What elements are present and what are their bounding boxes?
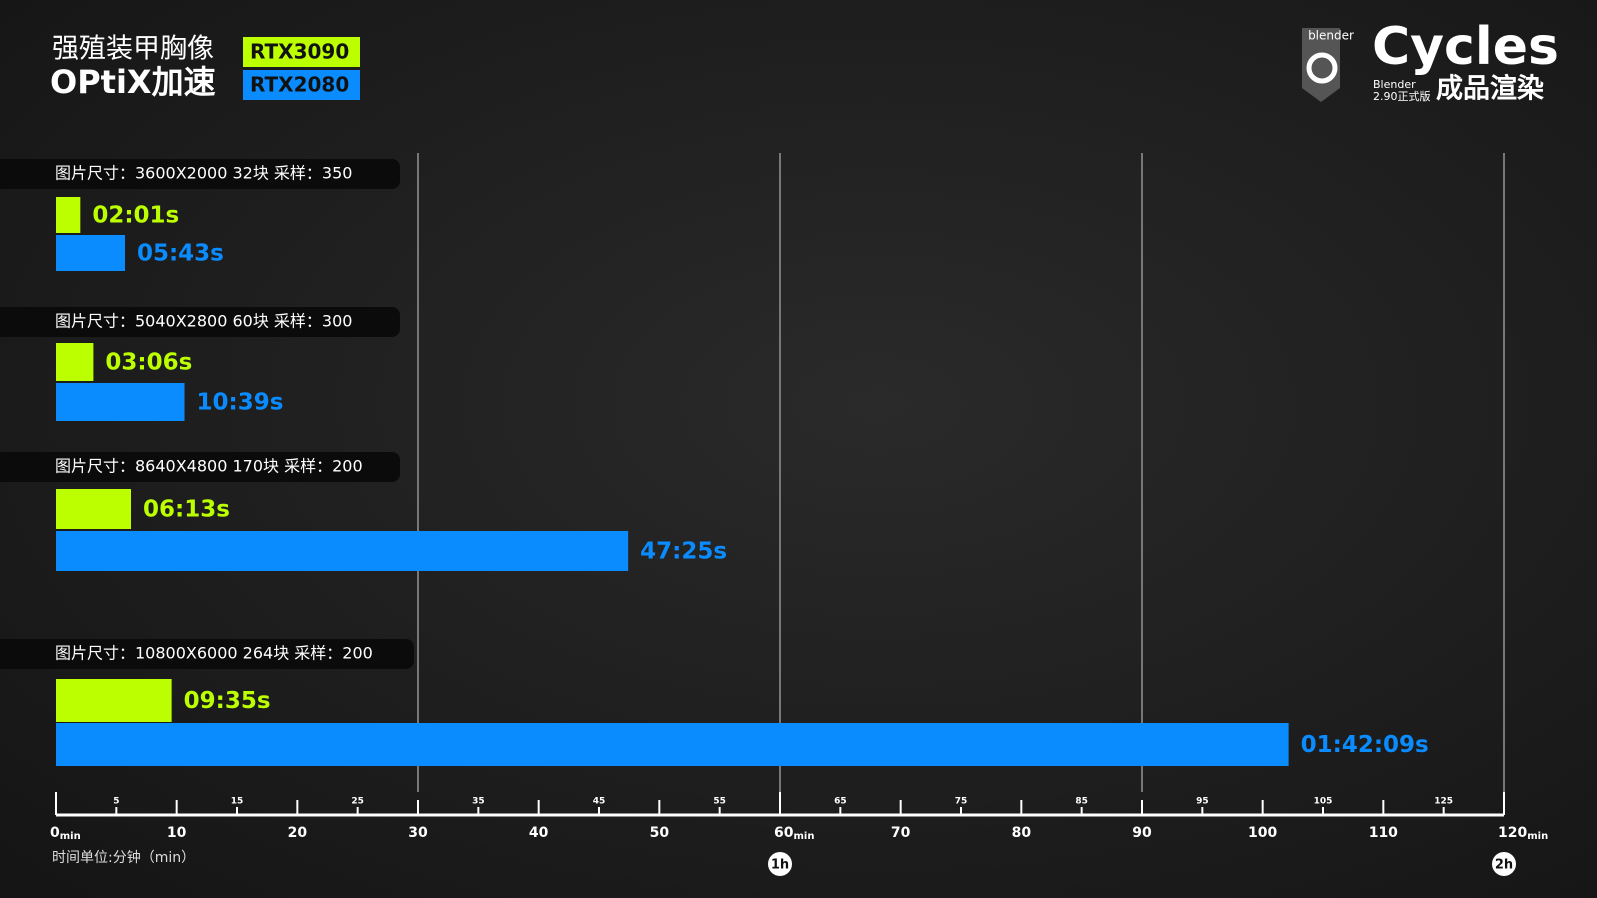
category-label-bg — [0, 159, 400, 189]
chart-title: 强殖装甲胸像 — [52, 34, 214, 65]
x-tick-label: 50 — [650, 825, 670, 841]
x-tick-label: 10 — [167, 825, 187, 841]
logo-name: Cycles — [1372, 17, 1559, 77]
x-tick-label: 30 — [408, 825, 428, 841]
bar — [56, 197, 81, 233]
x-minor-tick-label: 105 — [1314, 797, 1333, 807]
x-minor-tick-label: 55 — [713, 797, 726, 807]
x-tick-label: 120min — [1498, 825, 1548, 842]
x-minor-tick-label: 5 — [113, 797, 119, 807]
logo-version: 2.90正式版 — [1373, 89, 1431, 103]
x-tick-label: 110 — [1369, 825, 1398, 841]
value-label: 06:13s — [143, 497, 230, 523]
logo-version: Blender — [1373, 78, 1416, 91]
bar — [56, 723, 1289, 766]
bar — [56, 489, 132, 529]
x-minor-tick-label: 125 — [1434, 797, 1453, 807]
category-label-bg — [0, 307, 400, 337]
category-label: 图片尺寸：3600X2000 32块 采样：350 — [55, 164, 352, 183]
x-minor-tick-label: 15 — [231, 797, 244, 807]
legend-swatch — [243, 70, 360, 100]
category-label-bg — [0, 452, 400, 482]
category-label: 图片尺寸：10800X6000 264块 采样：200 — [55, 644, 373, 663]
x-tick-label: 20 — [288, 825, 308, 841]
logo-tagline: 成品渲染 — [1436, 74, 1544, 105]
logo: blender Cycles Blender 2.90正式版 成品渲染 — [1302, 17, 1559, 105]
legend-swatch — [243, 37, 360, 67]
value-label: 47:25s — [640, 539, 727, 565]
logo-icon — [1306, 52, 1338, 84]
value-label: 05:43s — [137, 241, 224, 267]
x-minor-tick-label: 35 — [472, 797, 485, 807]
bar — [56, 383, 185, 421]
x-tick-label: 100 — [1248, 825, 1277, 841]
x-tick-label: 80 — [1012, 825, 1032, 841]
x-tick-label: 40 — [529, 825, 549, 841]
bar — [56, 679, 172, 722]
axis-marker — [768, 852, 792, 876]
x-tick-label: 90 — [1132, 825, 1152, 841]
chart-subtitle: OPtiX加速 — [50, 63, 216, 101]
logo-badge — [1302, 28, 1340, 102]
x-axis-label: 时间单位:分钟（min） — [52, 849, 195, 866]
category-label: 图片尺寸：8640X4800 170块 采样：200 — [55, 457, 363, 476]
x-minor-tick-label: 65 — [834, 797, 847, 807]
x-minor-tick-label: 75 — [955, 797, 968, 807]
x-minor-tick-label: 85 — [1075, 797, 1088, 807]
category-label: 图片尺寸：5040X2800 60块 采样：300 — [55, 312, 352, 331]
value-label: 02:01s — [92, 203, 179, 229]
x-minor-tick-label: 95 — [1196, 797, 1209, 807]
legend-label: RTX3090 — [250, 40, 349, 64]
value-label: 03:06s — [105, 350, 192, 376]
axis-marker — [1492, 852, 1516, 876]
category-label-bg — [0, 639, 414, 669]
legend-label: RTX2080 — [250, 73, 349, 97]
x-tick-label: 60min — [774, 825, 814, 842]
bar — [56, 235, 125, 271]
x-minor-tick-label: 45 — [593, 797, 606, 807]
x-minor-tick-label: 25 — [351, 797, 364, 807]
bar — [56, 343, 94, 381]
axis-marker-label: 2h — [1495, 858, 1513, 873]
logo-brand: blender — [1308, 29, 1354, 43]
x-tick-label: 70 — [891, 825, 911, 841]
value-label: 01:42:09s — [1301, 732, 1429, 758]
value-label: 09:35s — [184, 688, 271, 714]
x-tick-label: 0min — [50, 825, 81, 842]
value-label: 10:39s — [197, 390, 284, 416]
axis-marker-label: 1h — [771, 858, 789, 873]
bar — [56, 531, 629, 571]
